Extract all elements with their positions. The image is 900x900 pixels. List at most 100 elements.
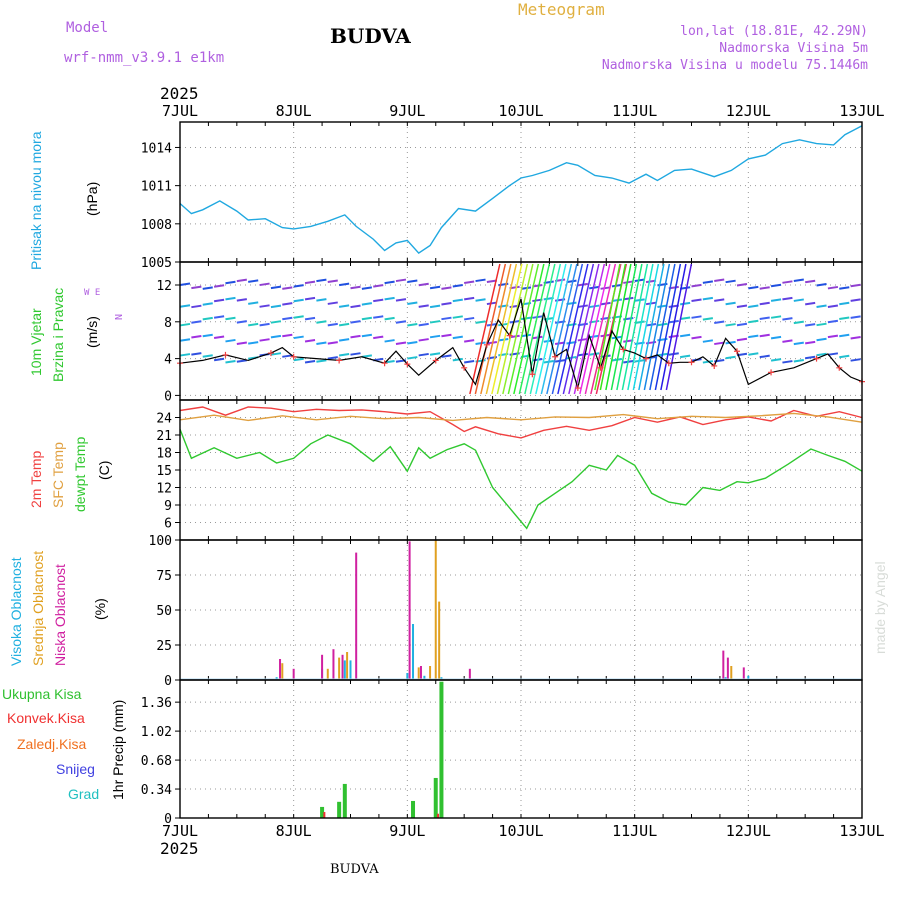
bar-high-cloud [343, 660, 346, 680]
wind-gust-marker [336, 357, 343, 364]
wind-barb [816, 304, 827, 309]
wind-barb [725, 279, 736, 284]
wind-hatch [579, 263, 611, 395]
wind-barb [213, 284, 225, 288]
wind-barb [304, 359, 316, 364]
wind-barb [520, 286, 532, 290]
wind-barb [736, 322, 748, 327]
wind-barb [236, 359, 247, 363]
wind-barb [759, 354, 770, 359]
wind-label-2: Brzina i Pravac [50, 287, 66, 382]
y-tick-label: 1005 [141, 256, 172, 271]
wind-barb [782, 280, 793, 284]
wind-barb [770, 298, 782, 302]
wind-gust-marker [768, 369, 775, 376]
cloud-unit: (%) [92, 598, 108, 620]
wind-barb [702, 317, 714, 321]
wind-label-1: 10m Vjetar [28, 308, 44, 376]
wind-barb [202, 333, 213, 338]
wind-barb [600, 286, 611, 290]
coords-label: lon,lat (18.81E, 42.29N) [680, 24, 868, 39]
wind-barb [304, 316, 316, 321]
x-tick-label-top: 10JUL [498, 102, 543, 120]
wind-barb [850, 298, 861, 302]
wind-barb [691, 283, 702, 288]
temp-dewpt-line [179, 428, 863, 530]
x-tick-label-top: 13JUL [839, 102, 884, 120]
wind-hatch [665, 263, 693, 391]
wind-barb [350, 304, 361, 309]
wind-barb [566, 279, 577, 284]
temp-2m-label: 2m Temp [28, 450, 44, 508]
wind-barb [202, 316, 213, 321]
y-tick-label: 25 [156, 639, 172, 654]
wind-barb [827, 334, 839, 339]
wind-barb [225, 280, 236, 285]
wind-hatch [546, 263, 578, 395]
wind-barb [782, 296, 793, 301]
elevation-label: Nadmorska Visina 5m [719, 41, 868, 56]
wind-barb [475, 298, 486, 302]
wind-barb [225, 296, 236, 301]
wind-barb [202, 354, 213, 358]
wind-barb [679, 354, 691, 359]
legend-snow: Snijeg [56, 761, 95, 777]
cloud-mid-label: Srednja Oblacnost [30, 550, 46, 666]
wind-barb [452, 284, 463, 288]
wind-barb [759, 286, 770, 290]
wind-barb [304, 296, 316, 301]
wind-barb [236, 278, 247, 283]
cloud-high-label: Visoka Oblacnost [8, 557, 24, 666]
x-tick-label-bottom: 12JUL [726, 822, 771, 840]
wind-barb [770, 335, 782, 340]
wind-hatch [660, 263, 687, 391]
wind-barb [441, 316, 452, 321]
wind-barb [498, 338, 509, 342]
wind-barb [384, 316, 395, 321]
wind-barb [361, 354, 373, 358]
wind-barb [702, 296, 714, 301]
footer-label: BUDVA [330, 862, 379, 877]
wind-barb [475, 320, 486, 324]
wind-barb [338, 322, 350, 327]
bar-total-precip [433, 777, 438, 818]
wind-gust-marker [267, 350, 274, 357]
wind-barb [350, 352, 361, 356]
wind-barb [395, 341, 407, 345]
wind-barb [464, 280, 475, 285]
y-tick-label: 0 [164, 674, 172, 689]
temp-dew-label: dewpt Temp [72, 436, 88, 512]
wind-barb [770, 358, 782, 362]
wind-barb [748, 319, 759, 324]
wind-barb [225, 316, 236, 321]
wind-barb [270, 304, 282, 309]
bar-high-cloud [406, 673, 409, 680]
wind-barb [293, 284, 304, 288]
wind-gust-marker [836, 364, 843, 371]
wind-barb [418, 322, 429, 327]
wind-barb [259, 282, 270, 287]
wind-hatch [540, 263, 573, 395]
wind-barb [577, 304, 588, 308]
bar-mid-cloud [429, 666, 432, 680]
wind-barb [736, 304, 748, 308]
y-tick-label: 6 [164, 517, 172, 532]
wind-barb [793, 359, 804, 363]
bar-low-cloud [722, 650, 725, 680]
wind-barb [373, 335, 384, 340]
wind-barb [179, 282, 191, 286]
wind-barb [259, 338, 270, 342]
wind-gust-marker [574, 385, 581, 392]
wind-barb [225, 359, 236, 364]
wind-barb [304, 280, 316, 285]
y-tick-label: 0.34 [141, 783, 172, 798]
wind-barb [429, 285, 441, 290]
bar-mid-cloud [346, 652, 349, 680]
wind-barb [225, 338, 236, 343]
year-bottom: 2025 [160, 839, 199, 858]
wind-barb [805, 301, 816, 306]
y-tick-label: 12 [156, 482, 172, 497]
wind-barb [213, 357, 225, 362]
y-tick-label: 15 [156, 464, 172, 479]
